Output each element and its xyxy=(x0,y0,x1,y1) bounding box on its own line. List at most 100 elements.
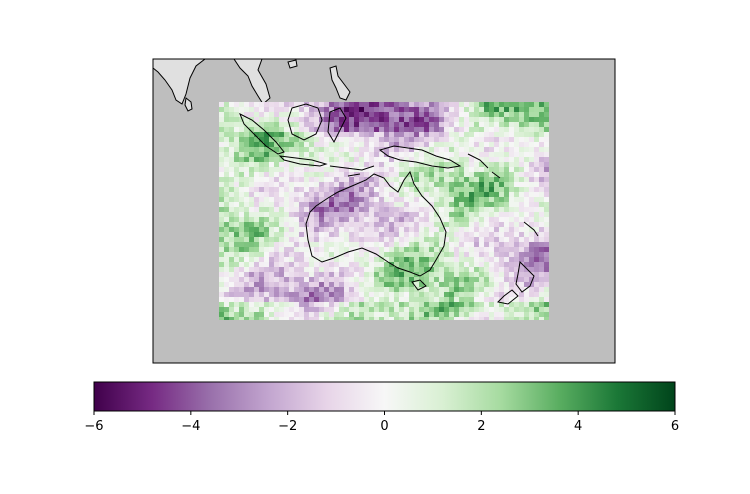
field-cell xyxy=(399,237,405,243)
field-cell xyxy=(219,162,225,168)
field-cell xyxy=(414,167,420,173)
field-cell xyxy=(369,117,375,123)
field-cell xyxy=(499,297,505,303)
field-cell xyxy=(229,207,235,213)
field-cell xyxy=(509,272,515,278)
field-cell xyxy=(244,297,250,303)
field-cell xyxy=(539,212,545,218)
field-cell xyxy=(544,247,549,253)
field-cell xyxy=(454,272,460,278)
field-cell xyxy=(359,177,365,183)
field-cell xyxy=(524,167,530,173)
field-cell xyxy=(414,197,420,203)
field-cell xyxy=(479,182,485,188)
field-cell xyxy=(399,222,405,228)
field-cell xyxy=(374,137,380,143)
field-cell xyxy=(254,117,260,123)
field-cell xyxy=(424,212,430,218)
field-cell xyxy=(299,272,305,278)
field-cell xyxy=(349,242,355,248)
field-cell xyxy=(424,222,430,228)
field-cell xyxy=(379,302,385,308)
field-cell xyxy=(399,112,405,118)
field-cell xyxy=(534,142,540,148)
field-cell xyxy=(239,302,245,308)
field-cell xyxy=(249,142,255,148)
field-cell xyxy=(254,122,260,128)
field-cell xyxy=(379,232,385,238)
field-cell xyxy=(279,277,285,283)
field-cell xyxy=(229,182,235,188)
field-cell xyxy=(439,147,445,153)
field-cell xyxy=(449,217,455,223)
field-cell xyxy=(544,112,549,118)
field-cell xyxy=(399,107,405,113)
field-cell xyxy=(444,277,450,283)
field-cell xyxy=(369,187,375,193)
field-cell xyxy=(274,212,280,218)
field-cell xyxy=(244,102,250,108)
field-cell xyxy=(459,157,465,163)
field-cell xyxy=(454,202,460,208)
field-cell xyxy=(404,232,410,238)
field-cell xyxy=(289,112,295,118)
field-cell xyxy=(394,287,400,293)
field-cell xyxy=(369,307,375,313)
field-cell xyxy=(509,142,515,148)
field-cell xyxy=(284,272,290,278)
field-cell xyxy=(534,152,540,158)
field-cell xyxy=(254,297,260,303)
field-cell xyxy=(519,252,525,258)
field-cell xyxy=(279,312,285,318)
field-cell xyxy=(314,152,320,158)
field-cell xyxy=(324,192,330,198)
field-cell xyxy=(339,152,345,158)
field-cell xyxy=(384,232,390,238)
field-cell xyxy=(394,192,400,198)
field-cell xyxy=(384,187,390,193)
field-cell xyxy=(239,317,245,320)
field-cell xyxy=(289,222,295,228)
field-cell xyxy=(399,262,405,268)
field-cell xyxy=(469,192,475,198)
field-cell xyxy=(259,102,265,108)
field-cell xyxy=(459,167,465,173)
field-cell xyxy=(354,177,360,183)
field-cell xyxy=(479,192,485,198)
field-cell xyxy=(469,232,475,238)
field-cell xyxy=(484,207,490,213)
field-cell xyxy=(514,107,520,113)
field-cell xyxy=(464,267,470,273)
field-cell xyxy=(389,217,395,223)
field-cell xyxy=(499,307,505,313)
field-cell xyxy=(334,117,340,123)
field-cell xyxy=(419,152,425,158)
field-cell xyxy=(389,137,395,143)
field-cell xyxy=(504,227,510,233)
field-cell xyxy=(234,272,240,278)
field-cell xyxy=(394,247,400,253)
field-cell xyxy=(389,267,395,273)
field-cell xyxy=(424,282,430,288)
field-cell xyxy=(529,242,535,248)
field-cell xyxy=(459,162,465,168)
field-cell xyxy=(409,162,415,168)
field-cell xyxy=(274,172,280,178)
field-cell xyxy=(529,287,535,293)
field-cell xyxy=(364,287,370,293)
field-cell xyxy=(234,287,240,293)
field-cell xyxy=(509,302,515,308)
field-cell xyxy=(284,107,290,113)
field-cell xyxy=(464,297,470,303)
field-cell xyxy=(264,257,270,263)
field-cell xyxy=(389,182,395,188)
field-cell xyxy=(499,192,505,198)
field-cell xyxy=(519,262,525,268)
field-cell xyxy=(399,302,405,308)
field-cell xyxy=(219,107,225,113)
field-cell xyxy=(404,282,410,288)
field-cell xyxy=(369,242,375,248)
field-cell xyxy=(349,217,355,223)
field-cell xyxy=(364,272,370,278)
field-cell xyxy=(284,237,290,243)
